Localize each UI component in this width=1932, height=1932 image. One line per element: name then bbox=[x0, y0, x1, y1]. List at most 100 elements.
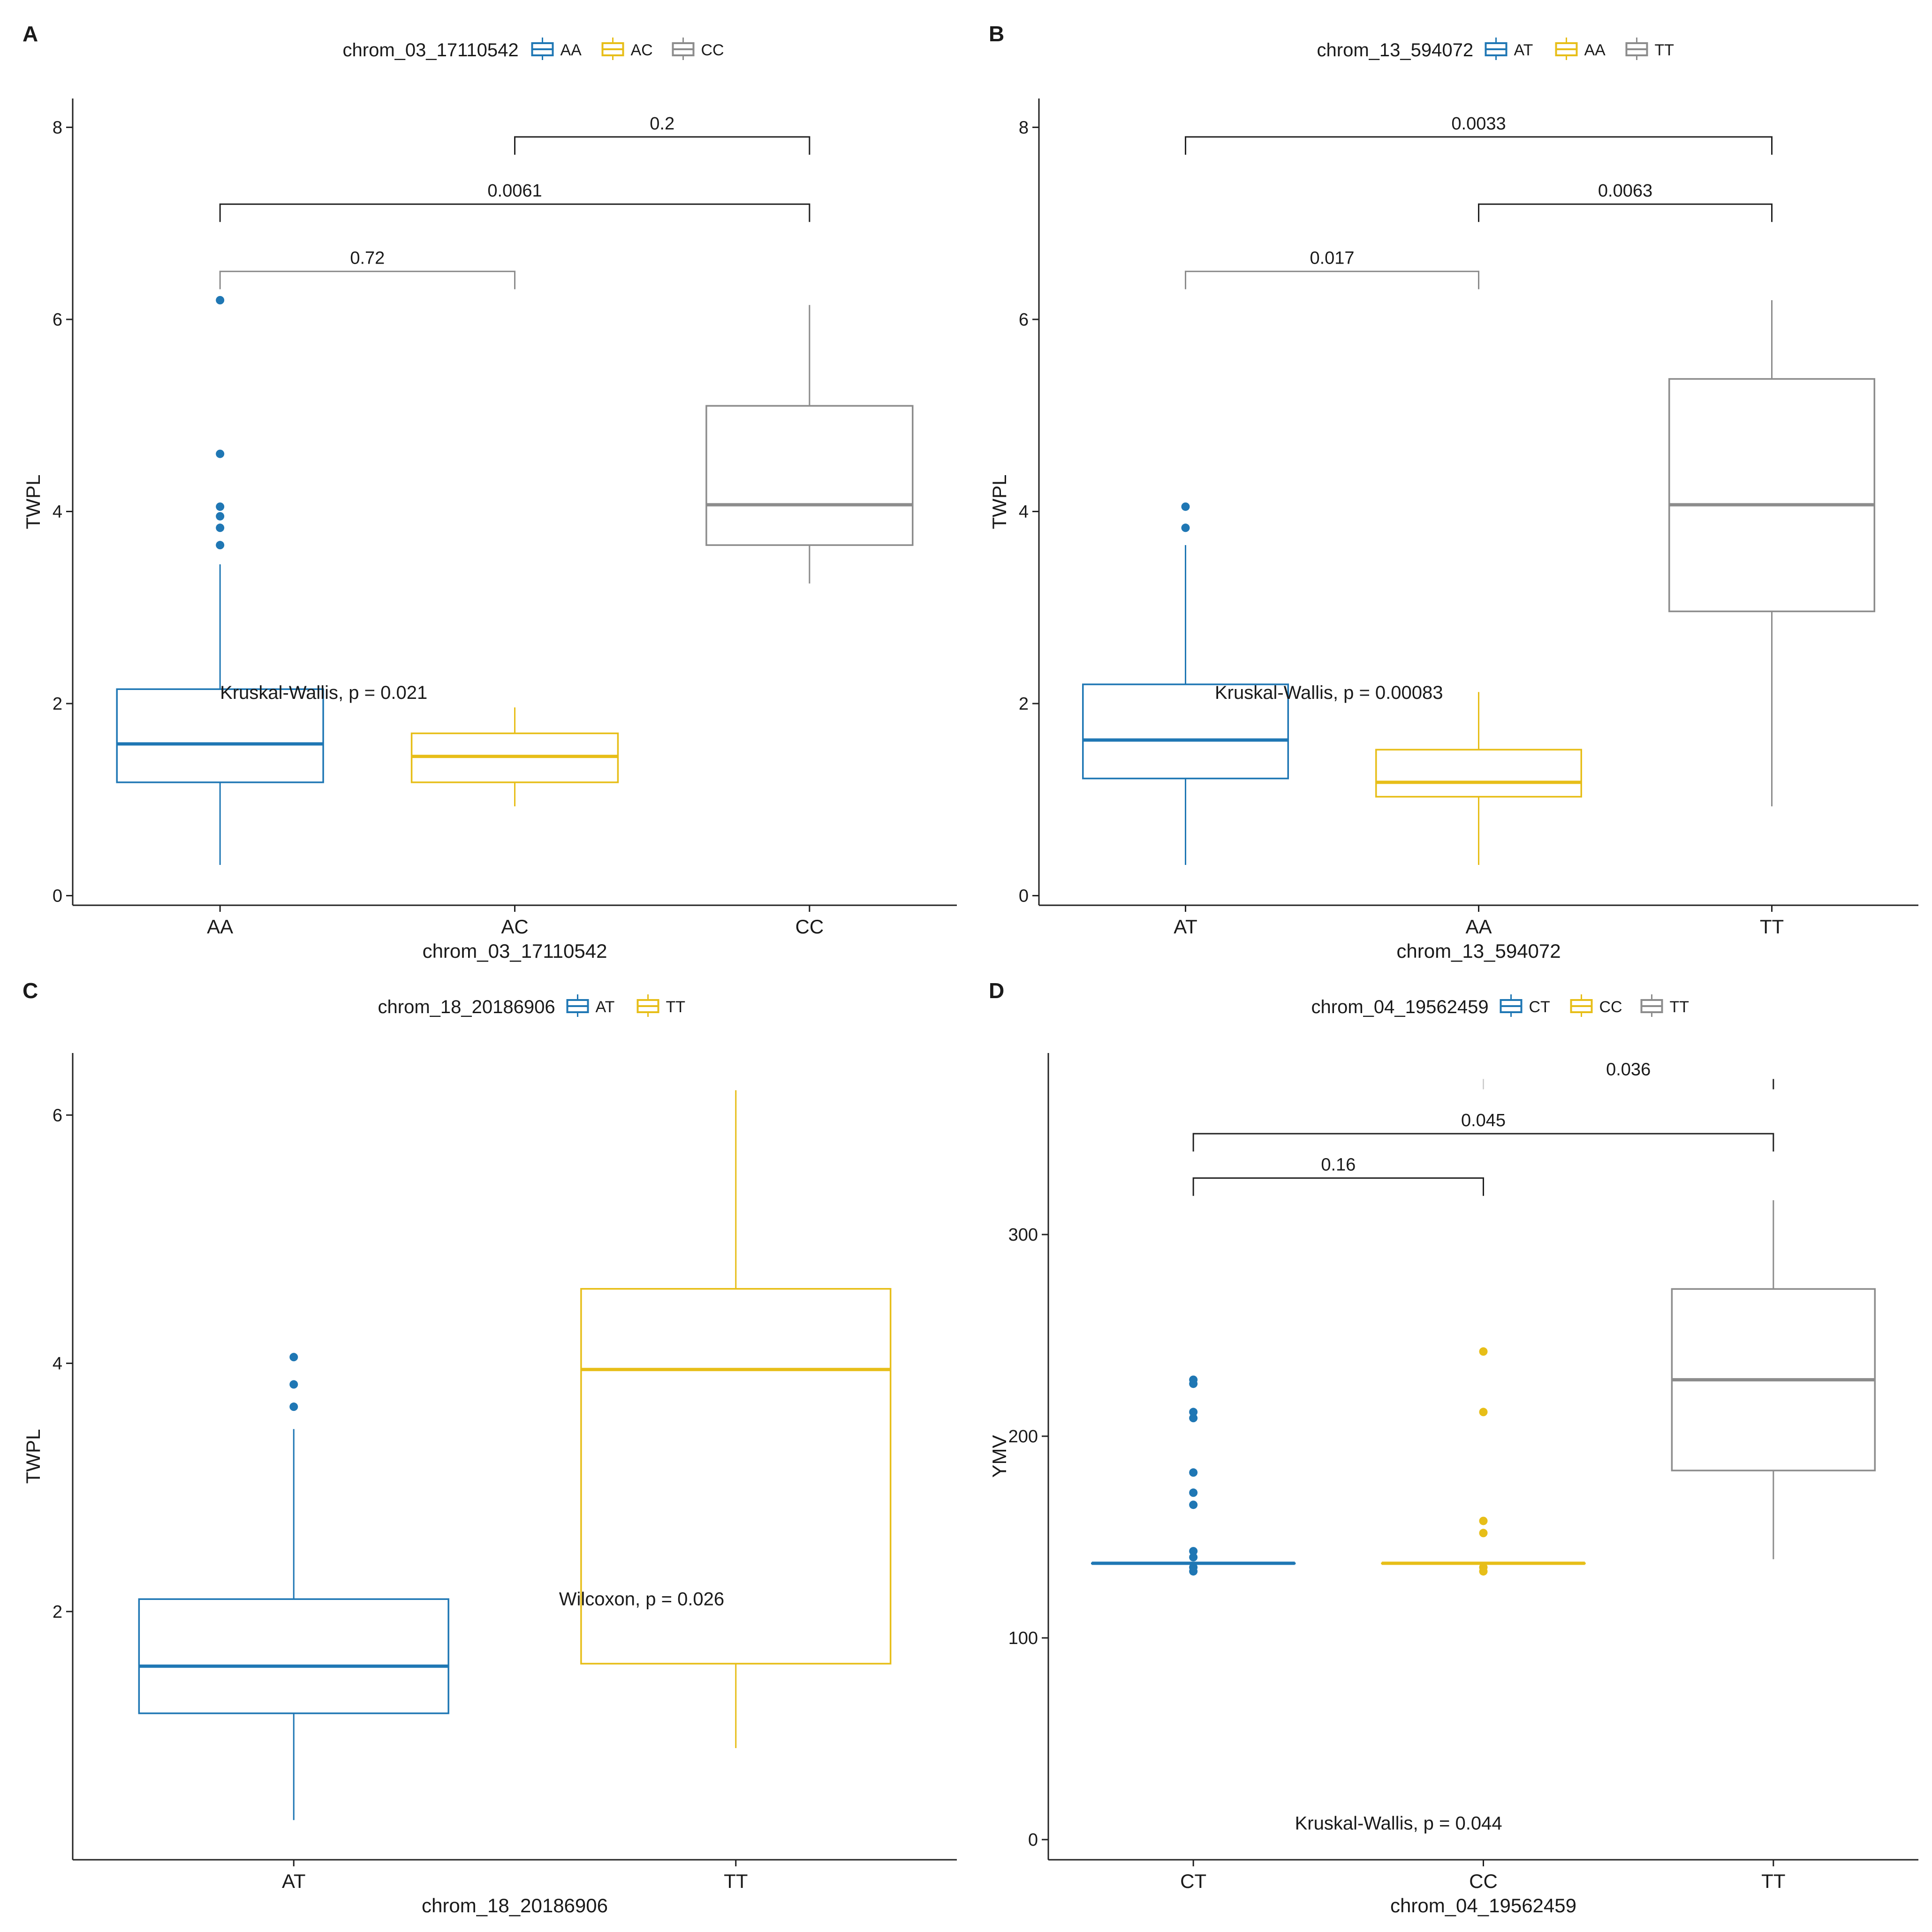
legend-key-at bbox=[566, 994, 589, 1017]
box-iqr bbox=[1375, 749, 1582, 798]
panel-letter: C bbox=[23, 978, 38, 1003]
comparison-bracket: 0.2 bbox=[514, 114, 811, 155]
outlier-point bbox=[216, 449, 225, 458]
y-axis-title: TWPL bbox=[22, 475, 44, 530]
legend: chrom_13_594072 AT AA TT bbox=[1317, 38, 1674, 61]
comparison-bracket: 0.0061 bbox=[219, 181, 811, 222]
legend-key-cc bbox=[672, 38, 695, 60]
outlier-point bbox=[1479, 1563, 1488, 1572]
box-ac bbox=[410, 707, 619, 807]
p-value-label: 0.16 bbox=[1321, 1155, 1356, 1175]
legend-label: CC bbox=[1599, 998, 1622, 1016]
outlier-point bbox=[1189, 1500, 1198, 1509]
box-iqr bbox=[705, 405, 914, 546]
outlier-point bbox=[1189, 1408, 1198, 1417]
outlier-point bbox=[1189, 1488, 1198, 1497]
x-tick-label: CC bbox=[795, 916, 824, 938]
test-annotation: Kruskal-Wallis, p = 0.021 bbox=[220, 682, 427, 703]
outlier-point bbox=[1479, 1516, 1488, 1525]
outlier-point bbox=[1479, 1347, 1488, 1356]
box-iqr bbox=[1082, 683, 1289, 780]
p-value-label: 0.017 bbox=[1310, 249, 1354, 268]
x-tick-label: AT bbox=[1174, 916, 1197, 938]
outlier-point bbox=[1181, 502, 1190, 511]
y-axis-title: TWPL bbox=[988, 475, 1010, 530]
p-value-label: 0.0033 bbox=[1451, 114, 1506, 134]
legend-label: TT bbox=[1655, 41, 1674, 59]
outlier-point bbox=[216, 512, 225, 521]
outlier-point bbox=[216, 523, 225, 532]
panel-letter: B bbox=[989, 22, 1004, 46]
box-tt bbox=[1668, 300, 1875, 807]
y-tick-label: 2 bbox=[1019, 694, 1029, 714]
x-tick-label: AA bbox=[207, 916, 233, 938]
legend-key-at bbox=[1485, 38, 1508, 60]
box-tt bbox=[580, 1090, 892, 1748]
panel-letter: D bbox=[989, 978, 1004, 1003]
legend: chrom_04_19562459 CT CC TT bbox=[1311, 994, 1690, 1017]
box-at bbox=[1082, 502, 1289, 865]
legend-title: chrom_18_20186906 bbox=[378, 997, 555, 1017]
y-tick-label: 2 bbox=[53, 694, 62, 714]
box-iqr bbox=[116, 688, 324, 783]
y-tick-label: 8 bbox=[1019, 118, 1029, 137]
y-tick-label: 300 bbox=[1008, 1225, 1038, 1245]
y-tick-label: 100 bbox=[1008, 1629, 1038, 1648]
x-axis-title: chrom_18_20186906 bbox=[422, 1894, 608, 1917]
outlier-point bbox=[1181, 523, 1190, 532]
legend-label: AC bbox=[631, 41, 653, 59]
panel-letter: A bbox=[23, 22, 38, 46]
comparison-bracket: 0.036 bbox=[1483, 1060, 1774, 1090]
legend-key-tt bbox=[636, 994, 659, 1017]
legend-label: TT bbox=[1670, 998, 1690, 1016]
x-tick-label: TT bbox=[1760, 916, 1784, 938]
box-iqr bbox=[138, 1598, 449, 1714]
box-cc bbox=[1381, 1347, 1586, 1576]
p-value-label: 0.0063 bbox=[1598, 181, 1652, 201]
box-aa bbox=[116, 296, 324, 865]
y-tick-label: 6 bbox=[53, 310, 62, 330]
y-tick-label: 2 bbox=[53, 1602, 62, 1622]
outlier-point bbox=[1479, 1529, 1488, 1538]
y-tick-label: 4 bbox=[53, 502, 62, 522]
outlier-point bbox=[1189, 1468, 1198, 1477]
y-tick-label: 8 bbox=[53, 118, 62, 137]
comparison-bracket: 0.017 bbox=[1185, 249, 1479, 289]
test-annotation: Kruskal-Wallis, p = 0.044 bbox=[1295, 1813, 1502, 1834]
legend-key-aa bbox=[1555, 38, 1578, 60]
y-tick-label: 6 bbox=[1019, 310, 1029, 330]
outlier-point bbox=[1189, 1414, 1198, 1423]
legend-key-aa bbox=[531, 38, 554, 60]
comparison-bracket: 0.0033 bbox=[1185, 114, 1773, 155]
legend-key-ct bbox=[1500, 994, 1523, 1017]
comparison-bracket: 0.16 bbox=[1192, 1155, 1484, 1196]
x-tick-label: AC bbox=[501, 916, 528, 938]
outlier-point bbox=[289, 1353, 298, 1362]
p-value-label: 0.72 bbox=[350, 249, 385, 268]
outlier-point bbox=[1479, 1408, 1488, 1417]
legend-label: CT bbox=[1529, 998, 1550, 1016]
legend-key-tt bbox=[1640, 994, 1663, 1017]
y-tick-label: 0 bbox=[1019, 886, 1029, 906]
axes: 2 4 6 AT TT chrom_18_20186906 TWPL bbox=[22, 1053, 957, 1917]
box-ct bbox=[1091, 1375, 1296, 1576]
comparison-bracket: 0.72 bbox=[219, 249, 515, 289]
legend-label: TT bbox=[666, 998, 686, 1016]
y-axis-title: TWPL bbox=[22, 1429, 44, 1484]
legend-label: AA bbox=[1584, 41, 1606, 59]
outlier-point bbox=[1189, 1553, 1198, 1561]
legend-title: chrom_13_594072 bbox=[1317, 40, 1474, 61]
legend-title: chrom_03_17110542 bbox=[343, 40, 519, 61]
x-axis-title: chrom_13_594072 bbox=[1396, 940, 1561, 962]
box-cc bbox=[705, 305, 914, 584]
outlier-point bbox=[216, 502, 225, 511]
x-tick-label: TT bbox=[1761, 1870, 1785, 1892]
outlier-point bbox=[1189, 1547, 1198, 1556]
legend: chrom_03_17110542 AA AC CC bbox=[343, 38, 724, 61]
box-iqr bbox=[580, 1288, 892, 1665]
